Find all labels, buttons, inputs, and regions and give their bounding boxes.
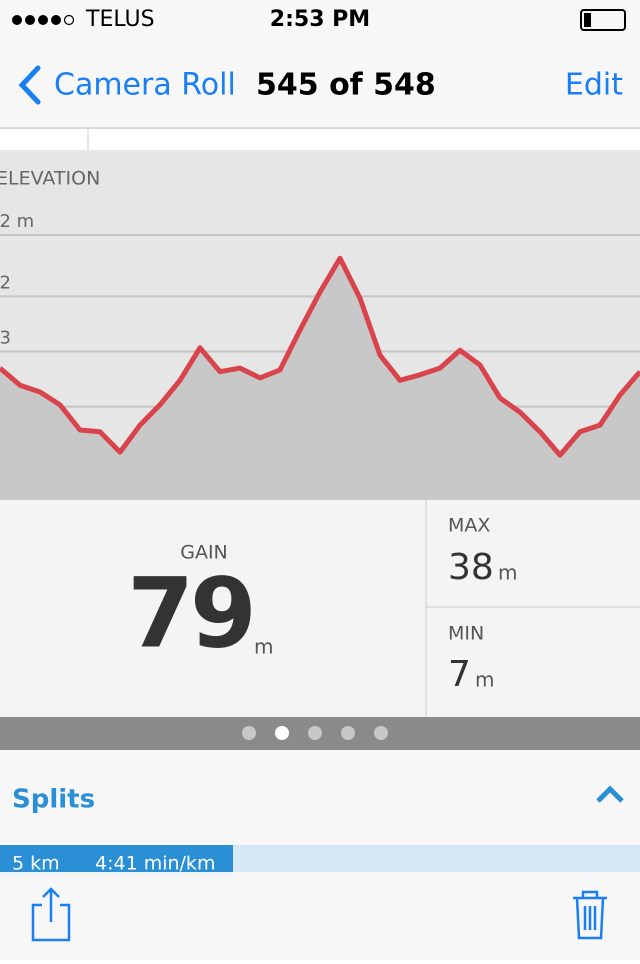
- nav-title: 545 of 548: [256, 68, 436, 103]
- page-dots[interactable]: [242, 726, 388, 740]
- gain-value: 79: [127, 557, 253, 669]
- delete-button[interactable]: [573, 890, 607, 940]
- nav-background: [0, 0, 640, 128]
- split-distance: 5 km: [12, 853, 60, 875]
- battery: [580, 9, 626, 31]
- split-bar: [0, 845, 233, 875]
- collapse-chevron[interactable]: [596, 785, 624, 803]
- min-label: MIN: [448, 623, 484, 645]
- battery-level: [584, 13, 591, 27]
- gain-unit: m: [254, 635, 273, 659]
- tab-strip: [0, 129, 640, 150]
- y-tick-label: 23: [0, 328, 11, 349]
- max-label: MAX: [448, 515, 490, 537]
- elevation-area: [0, 258, 640, 500]
- y-tick-label: 32: [0, 272, 11, 293]
- elevation-line: [0, 255, 640, 458]
- share-button[interactable]: [31, 887, 71, 942]
- elevation-chart: 42 m3223144: [0, 211, 640, 500]
- back-chevron[interactable]: [18, 65, 41, 105]
- splits-header: [0, 750, 640, 845]
- edit-button[interactable]: Edit: [565, 68, 623, 103]
- y-tick-label: 42 m: [0, 211, 34, 232]
- back-button[interactable]: Camera Roll: [54, 68, 236, 103]
- chart-title: ELEVATION: [0, 168, 100, 190]
- gain-label: GAIN: [180, 542, 228, 564]
- carrier: TELUS: [85, 7, 155, 32]
- max-value: 38: [448, 547, 494, 588]
- splits-title: Splits: [12, 785, 95, 815]
- max-unit: m: [498, 561, 517, 585]
- min-unit: m: [475, 668, 494, 692]
- toolbar: [0, 872, 640, 960]
- min-value: 7: [448, 654, 471, 695]
- clock: 2:53 PM: [270, 7, 370, 32]
- split-pace: 4:41 min/km: [95, 853, 215, 875]
- stats-panel: [0, 500, 640, 717]
- signal-dots: [12, 14, 75, 26]
